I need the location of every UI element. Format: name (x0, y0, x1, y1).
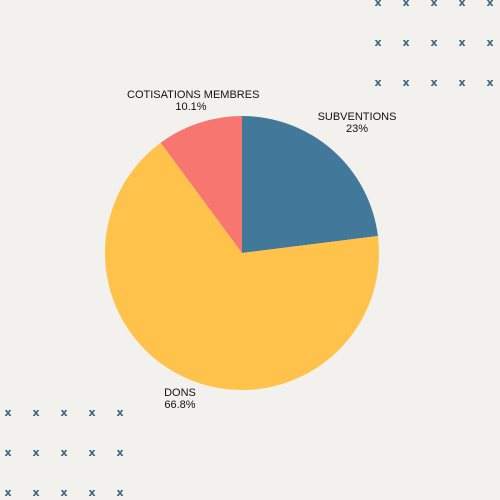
decorative-x-mark: x (430, 36, 438, 49)
decorative-x-mark: x (486, 36, 494, 49)
decorative-x-mark: x (486, 76, 494, 89)
decorative-x-mark: x (430, 0, 438, 9)
decorative-x-mark: x (116, 406, 124, 419)
decorative-x-mark: x (374, 36, 382, 49)
decorative-x-mark: x (458, 0, 466, 9)
decorative-x-mark: x (4, 406, 12, 419)
slice-percent: 10.1% (175, 101, 207, 113)
slice-name: SUBVENTIONS (317, 111, 397, 123)
decorative-x-mark: x (32, 406, 40, 419)
decorative-x-mark: x (116, 446, 124, 459)
pie-slice-subventions (242, 116, 378, 253)
decorative-x-mark: x (4, 486, 12, 499)
decorative-x-mark: x (430, 76, 438, 89)
slice-label-dons: DONS 66.8% (160, 387, 200, 411)
decorative-x-mark: x (402, 36, 410, 49)
decorative-x-mark: x (374, 0, 382, 9)
slice-label-subventions: SUBVENTIONS 23% (313, 111, 401, 135)
slice-name: DONS (164, 387, 196, 399)
decorative-x-mark: x (402, 76, 410, 89)
decorative-x-mark: x (4, 446, 12, 459)
decorative-x-mark: x (60, 406, 68, 419)
pie-slice-dons (104, 142, 379, 391)
slice-label-cotisations: COTISATIONS MEMBRES 10.1% (127, 89, 260, 113)
decorative-x-mark: x (88, 406, 96, 419)
decorative-x-mark: x (116, 486, 124, 499)
decorative-x-mark: x (486, 0, 494, 9)
decorative-x-mark: x (374, 76, 382, 89)
decorative-x-mark: x (60, 486, 68, 499)
slice-name: COTISATIONS MEMBRES (127, 89, 260, 101)
decorative-x-mark: x (458, 36, 466, 49)
decorative-x-mark: x (402, 0, 410, 9)
decorative-x-mark: x (60, 446, 68, 459)
decorative-x-mark: x (88, 486, 96, 499)
slice-percent: 23% (345, 123, 369, 135)
decorative-x-mark: x (32, 486, 40, 499)
pie-slice-cotisations-membres (160, 116, 242, 253)
slice-percent: 66.8% (164, 399, 196, 411)
decorative-x-mark: x (32, 446, 40, 459)
decorative-x-mark: x (458, 76, 466, 89)
decorative-x-mark: x (88, 446, 96, 459)
